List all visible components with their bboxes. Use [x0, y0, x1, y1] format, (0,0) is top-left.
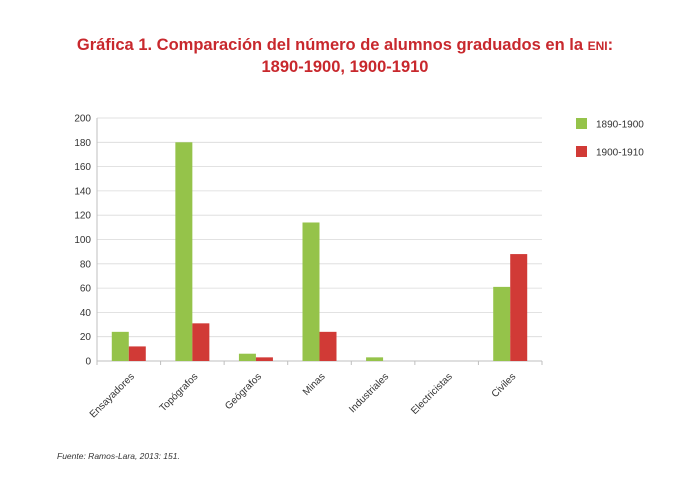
legend-swatch — [576, 146, 587, 157]
source-note: Fuente: Ramos-Lara, 2013: 151. — [57, 451, 180, 461]
category-label: Ensayadores — [88, 371, 137, 420]
bar-1890-1900-Topógrafos — [175, 142, 193, 361]
y-tick-label: 160 — [74, 162, 91, 173]
chart-title-line2: 1890-1900, 1900-1910 — [261, 58, 429, 76]
y-tick-label: 120 — [74, 211, 91, 222]
bar-1890-1900-Geógrafos — [238, 353, 256, 361]
y-tick-label: 80 — [80, 259, 92, 270]
category-label: Electricistas — [409, 371, 455, 417]
bar-1900-1910-Ensayadores — [128, 346, 146, 361]
y-tick-label: 60 — [80, 284, 92, 295]
bar-1890-1900-Civiles — [493, 286, 511, 361]
y-tick-label: 180 — [74, 138, 91, 149]
legend-label: 1900-1910 — [596, 148, 644, 159]
bar-1900-1910-Civiles — [510, 254, 528, 361]
y-tick-labels: 0 20 40 60 80 100 120 140 160 180 200 — [74, 114, 91, 368]
category-label: Industriales — [347, 371, 391, 415]
bar-1900-1910-Geógrafos — [255, 357, 273, 361]
bar-1890-1900-Ensayadores — [111, 331, 129, 361]
category-label: Civiles — [490, 371, 519, 400]
category-labels: Ensayadores Topógrafos Geógrafos Minas Indus… — [88, 371, 518, 420]
bar-1890-1900-Industriales — [366, 357, 384, 361]
legend: 1890-1900 1900-1910 — [576, 118, 644, 159]
y-tick-label: 140 — [74, 186, 91, 197]
legend-swatch — [576, 118, 587, 129]
bar-1900-1910-Minas — [319, 331, 337, 361]
category-label: Topógrafos — [158, 371, 201, 414]
bar-1890-1900-Minas — [302, 222, 320, 361]
y-tick-label: 0 — [85, 357, 91, 368]
bar-1900-1910-Topógrafos — [192, 323, 210, 361]
y-tick-label: 100 — [74, 235, 91, 246]
y-tick-label: 200 — [74, 114, 91, 125]
chart-title: Gráfica 1. Comparación del número de alu… — [0, 34, 690, 78]
chart-title-line1: Gráfica 1. Comparación del número de alu… — [76, 36, 614, 54]
y-tick-label: 20 — [80, 332, 92, 343]
category-label: Geógrafos — [223, 371, 264, 412]
legend-label: 1890-1900 — [596, 120, 644, 131]
category-label: Minas — [301, 371, 328, 398]
y-tick-label: 40 — [80, 308, 92, 319]
bars — [111, 142, 528, 361]
